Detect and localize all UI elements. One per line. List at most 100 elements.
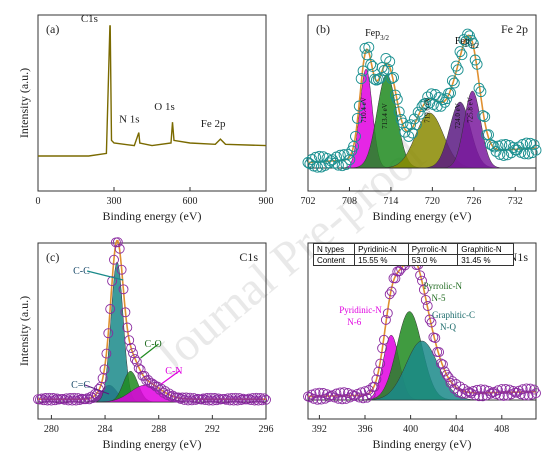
raw-data-point (181, 392, 192, 403)
raw-data-point (186, 395, 197, 406)
raw-data-point (69, 392, 80, 403)
y-axis-label: Intensity (a.u.) (17, 68, 31, 138)
raw-data-point (380, 52, 392, 64)
chart-panel: 702 708 714 720 726 732 Binding energy (eV) (b)… (301, 14, 542, 223)
table-header-cell: Pyrrolic-N (407, 243, 459, 255)
raw-data-point (496, 384, 507, 395)
x-axis-label: Binding energy (eV) (102, 209, 201, 223)
raw-data-point (521, 383, 532, 394)
raw-data-point (173, 392, 184, 403)
raw-data-point (523, 390, 534, 401)
raw-data-point (486, 140, 498, 151)
raw-data-point (211, 395, 222, 406)
raw-data-point (443, 372, 454, 383)
raw-data-point (334, 149, 346, 161)
raw-data-point (243, 393, 254, 404)
raw-data-point (253, 395, 264, 406)
raw-data-point (224, 395, 235, 406)
panel-label: (c) (46, 250, 59, 264)
x-axis-label: Binding energy (eV) (372, 437, 471, 451)
raw-data-point (505, 147, 517, 159)
raw-data-point (384, 289, 395, 300)
raw-data-point (376, 62, 388, 73)
raw-data-point (135, 364, 146, 375)
raw-data-point (445, 377, 456, 388)
raw-data-point (399, 126, 411, 138)
raw-data-point (365, 389, 376, 400)
raw-data-point (393, 106, 405, 118)
raw-data-point (185, 392, 195, 403)
raw-data-point (531, 388, 541, 399)
raw-data-point (351, 112, 363, 124)
raw-data-point (447, 376, 458, 387)
peak-label: C1s (81, 13, 98, 25)
raw-data-point (441, 93, 453, 105)
raw-data-point (234, 393, 245, 404)
raw-data-point (312, 394, 323, 405)
table-cell: 53.0 % (407, 254, 459, 266)
raw-data-point (339, 387, 350, 398)
raw-data-point (470, 390, 481, 401)
raw-data-point (454, 46, 466, 58)
raw-data-point (310, 388, 321, 399)
raw-data-point (236, 395, 247, 405)
panel-label: (a) (46, 22, 59, 36)
raw-data-point (247, 393, 258, 404)
raw-data-point (226, 392, 237, 403)
component-label: C=C (71, 380, 90, 391)
raw-data-point (57, 393, 68, 404)
raw-data-point (382, 308, 393, 319)
raw-data-point (230, 392, 241, 403)
raw-data-point (477, 110, 489, 122)
raw-data-point (221, 394, 232, 405)
plot-frame (37, 242, 267, 420)
x-tick-label: 600 (183, 196, 198, 207)
raw-data-point (373, 366, 384, 377)
x-tick-label: 288 (151, 424, 166, 435)
raw-data-point (105, 304, 116, 314)
raw-data-point (124, 335, 135, 346)
raw-data-point (515, 389, 526, 400)
label-arrow (86, 270, 124, 281)
raw-data-point (129, 354, 140, 365)
raw-data-point (308, 393, 319, 404)
raw-data-point (467, 38, 479, 49)
raw-data-point (65, 392, 76, 403)
x-axis-label: Binding energy (eV) (102, 437, 201, 451)
raw-data-point (434, 347, 445, 358)
raw-data-point (71, 395, 81, 406)
raw-data-point (493, 385, 503, 396)
raw-data-point (446, 75, 458, 87)
raw-data-point (397, 117, 409, 129)
raw-data-point (521, 137, 532, 149)
x-tick-label: 720 (425, 196, 440, 207)
component-label-code: N-6 (347, 317, 361, 327)
raw-data-point (44, 392, 55, 403)
raw-data-point (437, 94, 449, 106)
table-header-cell: Pyridinic-N (354, 243, 409, 255)
peak-label: Fe 2p (201, 118, 226, 130)
x-tick-label: 392 (312, 424, 327, 435)
raw-data-point (207, 395, 218, 406)
raw-data-point (355, 73, 367, 85)
raw-data-point (91, 389, 102, 400)
raw-data-point (80, 394, 91, 405)
raw-data-point (101, 348, 112, 359)
raw-data-point (462, 28, 474, 40)
raw-data-point (118, 284, 129, 295)
raw-data-point (500, 139, 512, 150)
raw-data-point (333, 393, 344, 404)
raw-data-point (223, 393, 233, 404)
raw-data-point (500, 383, 511, 394)
y-axis-label: Intensity (a.u.) (17, 296, 31, 366)
raw-data-point (388, 71, 399, 83)
raw-data-point (414, 108, 426, 120)
raw-data-point (410, 119, 422, 131)
raw-data-point (67, 395, 78, 406)
raw-data-point (477, 391, 488, 402)
raw-data-point (386, 286, 397, 297)
raw-data-point (242, 394, 252, 405)
raw-data-point (360, 386, 370, 397)
raw-data-point (380, 314, 391, 325)
raw-data-point (357, 65, 369, 77)
